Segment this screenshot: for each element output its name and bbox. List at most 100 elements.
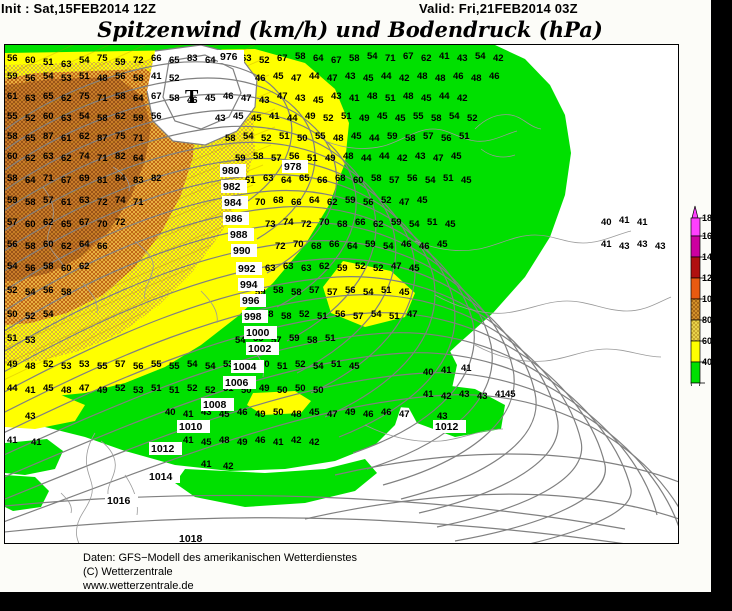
svg-text:54: 54 (475, 51, 486, 62)
svg-text:44: 44 (381, 71, 392, 82)
svg-text:47: 47 (241, 93, 252, 104)
svg-text:51: 51 (7, 333, 18, 344)
svg-text:43: 43 (415, 151, 426, 162)
svg-text:71: 71 (385, 53, 396, 64)
footer-line-copyright: (C) Wetterzentrale (83, 566, 173, 578)
isobar-label: 1008 (201, 398, 234, 411)
svg-text:48: 48 (417, 71, 428, 82)
svg-text:44: 44 (379, 151, 390, 162)
svg-text:74: 74 (79, 151, 90, 162)
svg-text:81: 81 (97, 175, 108, 186)
svg-text:43: 43 (637, 239, 648, 250)
svg-text:56: 56 (151, 111, 162, 122)
svg-text:53: 53 (25, 335, 36, 346)
svg-text:47: 47 (79, 383, 90, 394)
svg-text:45: 45 (505, 389, 516, 400)
svg-text:45: 45 (233, 111, 244, 122)
svg-text:48: 48 (97, 73, 108, 84)
svg-text:58: 58 (281, 311, 292, 322)
svg-text:64: 64 (313, 53, 324, 64)
svg-text:48: 48 (291, 409, 302, 420)
svg-text:54: 54 (313, 361, 324, 372)
svg-text:58: 58 (295, 51, 306, 62)
isobar-label: 980 (220, 164, 246, 177)
svg-text:51: 51 (341, 111, 352, 122)
svg-text:64: 64 (25, 175, 36, 186)
isobar-lines (5, 61, 678, 543)
svg-text:67: 67 (151, 91, 162, 102)
svg-text:52: 52 (43, 359, 54, 370)
svg-text:982: 982 (223, 181, 241, 193)
svg-text:52: 52 (261, 133, 272, 144)
svg-text:65: 65 (169, 55, 180, 66)
svg-text:42: 42 (399, 73, 410, 84)
svg-text:42: 42 (457, 93, 468, 104)
svg-text:87: 87 (97, 133, 108, 144)
svg-text:996: 996 (242, 295, 260, 307)
svg-text:57: 57 (43, 195, 54, 206)
svg-text:992: 992 (238, 263, 256, 275)
svg-text:44: 44 (439, 91, 450, 102)
svg-text:46: 46 (255, 73, 266, 84)
svg-text:46: 46 (255, 435, 266, 446)
svg-text:51: 51 (79, 71, 90, 82)
svg-text:52: 52 (205, 385, 216, 396)
svg-text:66: 66 (317, 175, 328, 186)
svg-text:45: 45 (377, 111, 388, 122)
svg-text:44: 44 (7, 383, 18, 394)
svg-text:58: 58 (169, 93, 180, 104)
svg-text:53: 53 (61, 73, 72, 84)
svg-text:62: 62 (79, 261, 90, 272)
svg-text:61: 61 (7, 91, 18, 102)
svg-text:66: 66 (329, 239, 340, 250)
svg-text:68: 68 (273, 195, 284, 206)
svg-text:58: 58 (291, 287, 302, 298)
colorbar-legend: 180 160 140 120 100 80 60 40 (683, 204, 717, 386)
svg-text:51: 51 (427, 217, 438, 228)
isobar-label: 988 (228, 228, 254, 241)
wind-band-40-60-patch-left2 (5, 475, 49, 511)
svg-text:54: 54 (367, 51, 378, 62)
svg-text:61: 61 (61, 133, 72, 144)
svg-text:57: 57 (271, 335, 282, 346)
svg-text:45: 45 (205, 93, 216, 104)
svg-text:43: 43 (201, 407, 212, 418)
svg-text:56: 56 (335, 309, 346, 320)
svg-text:45: 45 (445, 219, 456, 230)
svg-text:84: 84 (115, 173, 126, 184)
svg-text:45: 45 (251, 113, 262, 124)
svg-text:45: 45 (399, 287, 410, 298)
svg-text:75: 75 (97, 53, 108, 64)
svg-text:47: 47 (327, 73, 338, 84)
svg-text:53: 53 (79, 359, 90, 370)
svg-text:1006: 1006 (225, 377, 249, 389)
svg-text:988: 988 (230, 229, 248, 241)
svg-text:48: 48 (471, 73, 482, 84)
svg-text:58: 58 (263, 309, 274, 320)
svg-text:59: 59 (365, 239, 376, 250)
svg-text:46: 46 (187, 95, 198, 106)
svg-text:56: 56 (25, 73, 36, 84)
svg-text:62: 62 (421, 53, 432, 64)
svg-text:55: 55 (151, 359, 162, 370)
page-title: Spitzenwind (km/h) und Bodendruck (hPa) (97, 17, 603, 42)
svg-text:50: 50 (295, 383, 306, 394)
svg-text:58: 58 (253, 151, 264, 162)
svg-text:57: 57 (271, 153, 282, 164)
svg-text:50: 50 (297, 133, 308, 144)
svg-text:51: 51 (325, 333, 336, 344)
isobar-label: 1004 (231, 360, 264, 373)
svg-text:54: 54 (409, 219, 420, 230)
svg-text:53: 53 (133, 385, 144, 396)
svg-text:53: 53 (223, 359, 234, 370)
svg-text:41: 41 (441, 365, 452, 376)
svg-text:72: 72 (301, 219, 312, 230)
colorbar-tick-40: 40 (702, 357, 713, 367)
svg-text:46: 46 (419, 241, 430, 252)
svg-text:63: 63 (61, 59, 72, 70)
svg-text:68: 68 (335, 173, 346, 184)
svg-text:46: 46 (381, 407, 392, 418)
svg-text:64: 64 (133, 93, 144, 104)
isobar-label: 990 (231, 244, 257, 257)
